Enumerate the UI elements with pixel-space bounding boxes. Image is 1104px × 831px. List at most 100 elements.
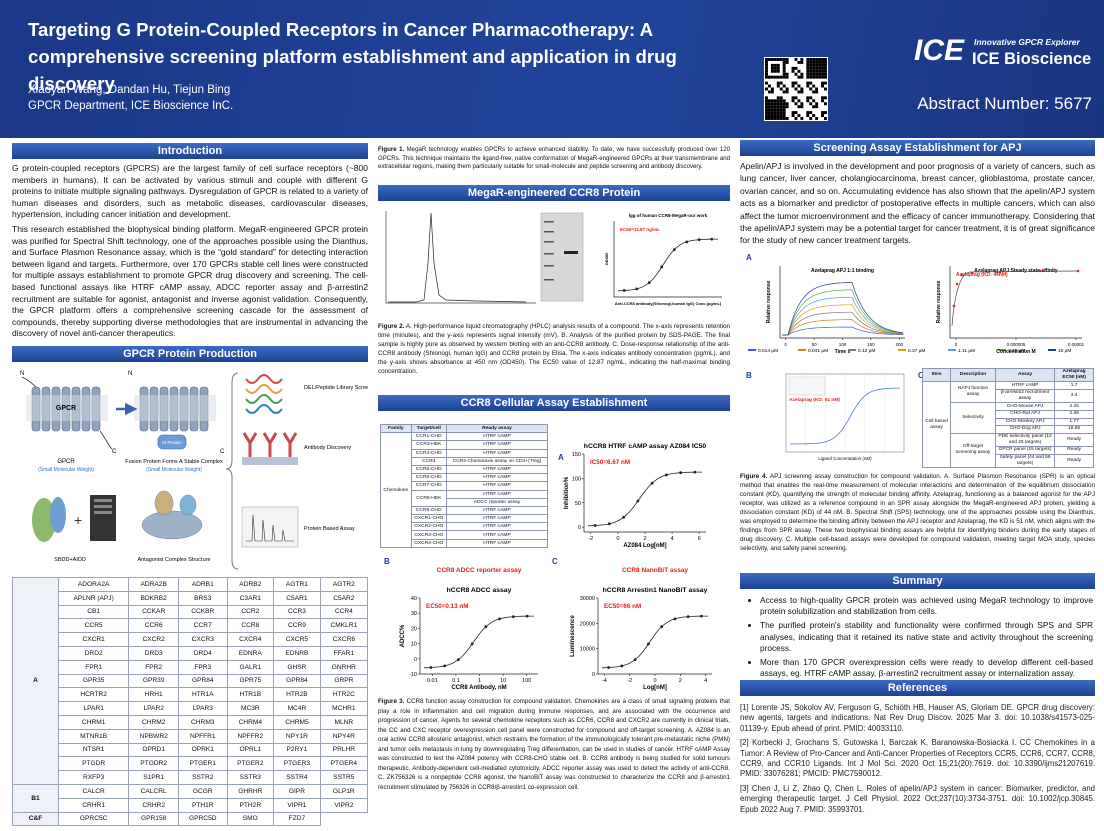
label: C bbox=[112, 449, 117, 455]
qr-cell bbox=[818, 75, 822, 79]
group-cell: A bbox=[12, 577, 59, 785]
qr-cell bbox=[773, 114, 777, 117]
qr-cell bbox=[812, 99, 816, 103]
qr-cell bbox=[779, 114, 783, 117]
y-axis-label: Relative response bbox=[766, 280, 772, 323]
y-tick-label: 10000 bbox=[580, 647, 595, 653]
qr-cell bbox=[812, 58, 816, 61]
qr-cell bbox=[812, 69, 816, 73]
figure-caption: Figure 3. CCR8 function assay constructi… bbox=[378, 697, 730, 792]
header-row: Item Description Assay Azelaprag EC50 (nM) bbox=[921, 367, 1094, 383]
label: Fusion Protein Forms A Stable Complex bbox=[125, 459, 223, 465]
table-cell: CHO-Dog APJ bbox=[994, 425, 1056, 434]
table-cell: VIPR1 bbox=[273, 797, 321, 813]
x-tick-label: 10 bbox=[500, 678, 506, 684]
section-heading: GPCR Protein Production bbox=[12, 346, 368, 362]
table-cell: SSTR4 bbox=[273, 770, 321, 785]
table-cell: ADRB1 bbox=[178, 577, 228, 592]
qr-cell bbox=[821, 75, 824, 79]
table-cell: GLP1R bbox=[319, 783, 369, 799]
group-cell: B1 bbox=[12, 783, 59, 813]
qr-cell bbox=[812, 75, 816, 79]
table-cell: CALCRL bbox=[128, 783, 180, 799]
x-axis-label: AZ084 Log[nM] bbox=[623, 543, 666, 549]
qr-cell bbox=[791, 69, 795, 73]
legend-box bbox=[788, 376, 826, 396]
title: Targeting G Protein-Coupled Receptors in… bbox=[28, 19, 677, 94]
qr-cell bbox=[782, 60, 786, 64]
reference: [3] Chen J, Li Z, Zhao Q, Chen L. Roles … bbox=[740, 783, 1095, 814]
qr-cell bbox=[770, 105, 774, 109]
fit-curve bbox=[617, 238, 718, 292]
point-marker bbox=[633, 658, 637, 662]
qr-cell bbox=[776, 99, 780, 103]
table-cell: GRPR bbox=[319, 673, 369, 689]
table-cell: HCRTR2 bbox=[57, 687, 130, 703]
qr-cell bbox=[773, 69, 777, 73]
chart-title: hCCR8 Arrestin1 NanoBiT assay bbox=[603, 587, 708, 594]
qr-cell bbox=[812, 105, 816, 109]
qr-cell bbox=[782, 75, 786, 79]
x-axis-label: Time s bbox=[835, 349, 851, 355]
y-tick-label: 20000 bbox=[580, 621, 595, 627]
qr-cell bbox=[815, 117, 819, 120]
table-cell: CRHR1 bbox=[57, 797, 130, 813]
legend-swatch bbox=[848, 349, 856, 351]
qr-cell bbox=[782, 114, 786, 117]
table-cell: GHSR bbox=[273, 659, 321, 675]
ccr8-table: Family Target/cell Ready assay Chemokine CCR… bbox=[380, 423, 549, 548]
qr-cell bbox=[767, 99, 771, 103]
qr-cell bbox=[797, 60, 801, 64]
y-axis-label: Inhibition% bbox=[564, 476, 570, 509]
table-cell: SSTR2 bbox=[178, 770, 228, 785]
table-cell: β-arrestin2 recruitment assay bbox=[994, 388, 1056, 404]
qr-cell bbox=[818, 63, 822, 67]
annotation: EC50=0.13 nM bbox=[426, 603, 469, 610]
table-row: APLNR (APJ) BDKRB2 BRS3 C3AR1 C5AR1 C5AR2 bbox=[13, 590, 369, 606]
qr-cell bbox=[773, 58, 777, 61]
qr-cell bbox=[815, 75, 819, 79]
table-cell: CRHR2 bbox=[128, 797, 180, 813]
table-cell: CMKLR1 bbox=[319, 618, 369, 634]
table-row: CCR5 CCR6 CCR7 CCR8 CCR9 CMKLR1 bbox=[13, 618, 369, 634]
qr-cell bbox=[782, 63, 786, 67]
table-cell: P2RY1 bbox=[273, 742, 321, 758]
qr-cell bbox=[806, 72, 810, 76]
qr-cell bbox=[824, 102, 827, 106]
qr-cell bbox=[770, 63, 774, 67]
qr-cell bbox=[782, 90, 786, 94]
point-marker bbox=[646, 642, 650, 646]
table-cell: NPY1R bbox=[273, 728, 321, 744]
value-cell: 3.4 bbox=[1054, 388, 1094, 404]
qr-cell bbox=[765, 75, 768, 79]
qr-cell bbox=[806, 58, 810, 61]
qr-cell bbox=[767, 75, 771, 79]
sensorgram bbox=[782, 326, 904, 336]
header-cell: Description bbox=[950, 367, 996, 383]
point-marker bbox=[484, 625, 488, 629]
table-cell: HTRF cAMP bbox=[994, 381, 1056, 390]
qr-cell bbox=[812, 84, 816, 88]
qr-cell bbox=[782, 105, 786, 109]
qr-cell bbox=[809, 111, 813, 115]
qr-cell bbox=[824, 58, 827, 61]
qr-cell bbox=[800, 60, 804, 64]
qr-cell bbox=[782, 111, 786, 115]
table-row: CHRM1 CHRM2 CHRM3 CHRM4 CHRM5 MLNR bbox=[13, 714, 369, 730]
summary-list: Access to high-quality GPCR protein was … bbox=[748, 595, 1093, 682]
qr-cell bbox=[791, 84, 795, 88]
table-cell: GPR158 bbox=[128, 811, 180, 827]
qr-cell bbox=[785, 72, 789, 76]
qr-cell bbox=[809, 117, 813, 120]
table-cell: CHO-Mouse APJ bbox=[994, 402, 1056, 411]
qr-cell bbox=[821, 99, 824, 103]
qr-cell bbox=[776, 111, 780, 115]
table-cell: HTR1A bbox=[178, 687, 228, 703]
description-cell: Off-target screening assay bbox=[950, 432, 996, 469]
qr-cell bbox=[794, 72, 798, 76]
table-row: CXCR1 CXCR2 CXCR3 CXCR4 CXCR5 CXCR6 bbox=[13, 632, 369, 647]
production-diagram: + N C N C GPCR GPCR (Small Molecular Weight) M-… bbox=[20, 371, 368, 570]
y-tick-label: -10 bbox=[409, 672, 417, 678]
qr-cell bbox=[809, 60, 813, 64]
qr-cell bbox=[767, 58, 771, 61]
